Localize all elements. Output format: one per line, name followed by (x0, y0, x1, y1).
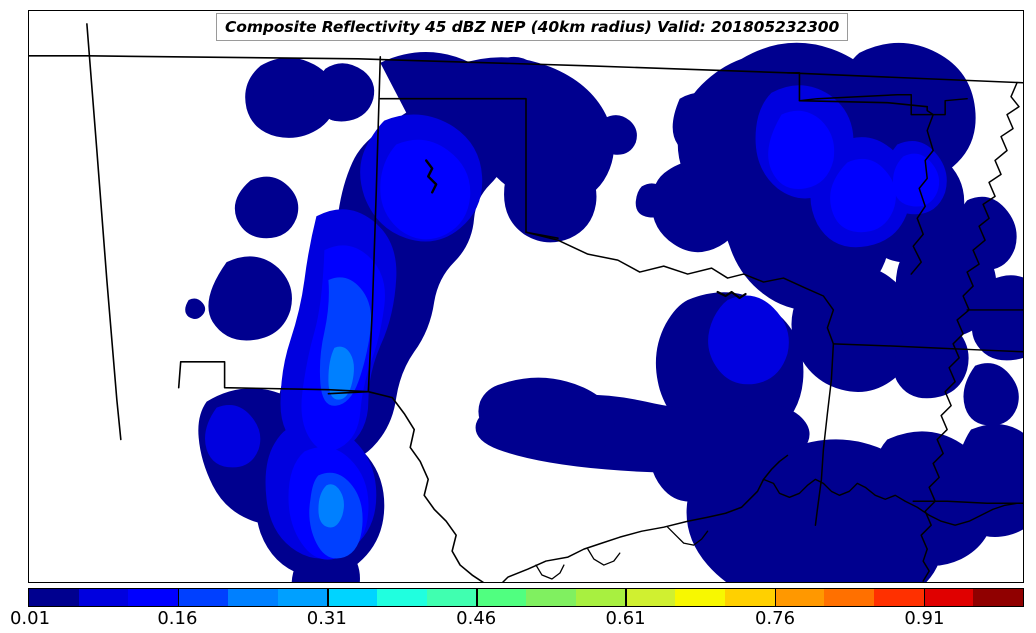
coastline-texas (501, 454, 789, 582)
map-title-box: Composite Reflectivity 45 dBZ NEP (40km … (216, 13, 849, 41)
border-ar-la (832, 343, 1023, 353)
colorbar-segment-12 (625, 589, 676, 606)
river-mississippi-lower (922, 548, 930, 582)
colorbar-tick-labels: 0.01 0.16 0.31 0.46 0.61 0.76 0.91 (10, 608, 1024, 633)
border-mo-ar-west (910, 105, 934, 275)
border-ar-mo-north (798, 93, 968, 116)
colorbar-segment-3 (178, 589, 228, 606)
map-axes (28, 10, 1024, 583)
colorbar-segment-18 (923, 589, 974, 606)
border-nm-tx (327, 56, 382, 395)
colorbar-label-2: 0.31 (306, 608, 347, 629)
colorbar-segment-4 (227, 589, 278, 606)
colorbar-segment-9 (476, 589, 527, 606)
coastline-louisiana (762, 478, 1018, 526)
colorbar-segment-10 (526, 589, 576, 606)
border-ok-tx-red-river (525, 231, 835, 345)
border-tx-mexico-rio-grande (177, 360, 485, 582)
colorbar-segment-8 (426, 589, 477, 606)
colorbar-label-3: 0.46 (456, 608, 497, 629)
colorbar-segment-7 (376, 589, 427, 606)
colorbar-segment-19 (973, 589, 1024, 606)
colorbar-segment-16 (824, 589, 874, 606)
map-title-text: Composite Reflectivity 45 dBZ NEP (40km … (225, 18, 840, 36)
colorbar-segment-1 (78, 589, 129, 606)
colorbar-segment-0 (29, 589, 79, 606)
border-ok-panhandle (379, 97, 559, 240)
colorbar-segment-17 (873, 589, 924, 606)
border-la-ms (912, 500, 1023, 505)
colorbar-label-6: 0.91 (904, 608, 945, 629)
colorbar-label-4: 0.61 (605, 608, 646, 629)
coast-bay-detail-1 (667, 526, 709, 546)
river-central-ok (716, 290, 747, 300)
colorbar-segment-11 (575, 589, 626, 606)
coast-bay-detail-3 (535, 564, 565, 580)
colorbar[interactable] (28, 588, 1024, 607)
colorbar-segment-5 (277, 589, 328, 606)
border-tx-la (814, 343, 835, 526)
colorbar-segment-15 (774, 589, 825, 606)
contour-band-0p21 (318, 346, 354, 528)
probability-contour-fills (185, 42, 1023, 582)
colorbar-segment-6 (327, 589, 377, 606)
colorbar-segment-2 (128, 589, 179, 606)
map-canvas (29, 11, 1023, 582)
colorbar-label-0: 0.01 (9, 608, 51, 629)
colorbar-label-1: 0.16 (157, 608, 198, 629)
colorbar-gradient-strip (29, 589, 1024, 606)
geographic-boundaries (29, 23, 1023, 582)
border-nm-west (86, 23, 122, 441)
colorbar-label-5: 0.76 (754, 608, 796, 629)
river-canadian (425, 159, 438, 194)
colorbar-segment-14 (724, 589, 775, 606)
coast-bay-detail-2 (587, 548, 621, 566)
colorbar-segment-13 (675, 589, 725, 606)
